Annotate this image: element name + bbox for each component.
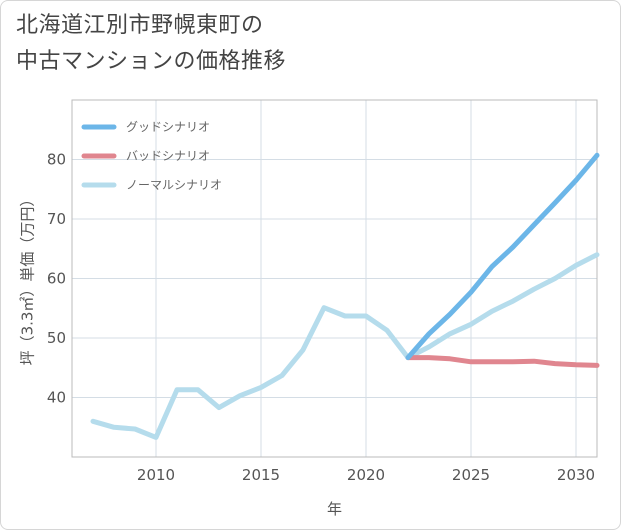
series-line-1 (405, 152, 600, 361)
x-tick-label: 2015 (242, 466, 280, 484)
legend-label-1: グッドシナリオ (126, 120, 210, 134)
x-tick-label: 2025 (452, 466, 490, 484)
y-tick-label: 40 (47, 389, 66, 407)
x-tick-label: 2020 (347, 466, 385, 484)
series-line-3 (90, 252, 600, 440)
chart-title-line2: 中古マンションの価格推移 (16, 49, 287, 74)
x-tick-label: 2030 (557, 466, 595, 484)
y-tick-label: 70 (47, 210, 66, 228)
legend-label-3: ノーマルシナリオ (126, 178, 222, 192)
x-axis-label: 年 (327, 500, 342, 518)
x-tick-label: 2010 (137, 466, 175, 484)
grid (72, 100, 597, 457)
y-tick-label: 50 (47, 329, 66, 347)
legend-label-2: バッドシナリオ (126, 149, 210, 163)
y-axis-label: 坪（3.3㎡）単価（万円） (19, 192, 37, 366)
plot-area (71, 99, 598, 458)
y-tick-label: 60 (47, 270, 66, 288)
chart-title: 北海道江別市野幌東町の 中古マンションの価格推移 (16, 8, 286, 80)
y-tick-label: 80 (47, 151, 66, 169)
series-lines (90, 152, 600, 440)
tick-labels: 2010 2015 2020 2025 2030 40 50 60 70 80 (47, 151, 595, 485)
series-line-2 (405, 355, 600, 368)
chart-title-line1: 北海道江別市野幌東町の (16, 13, 264, 38)
